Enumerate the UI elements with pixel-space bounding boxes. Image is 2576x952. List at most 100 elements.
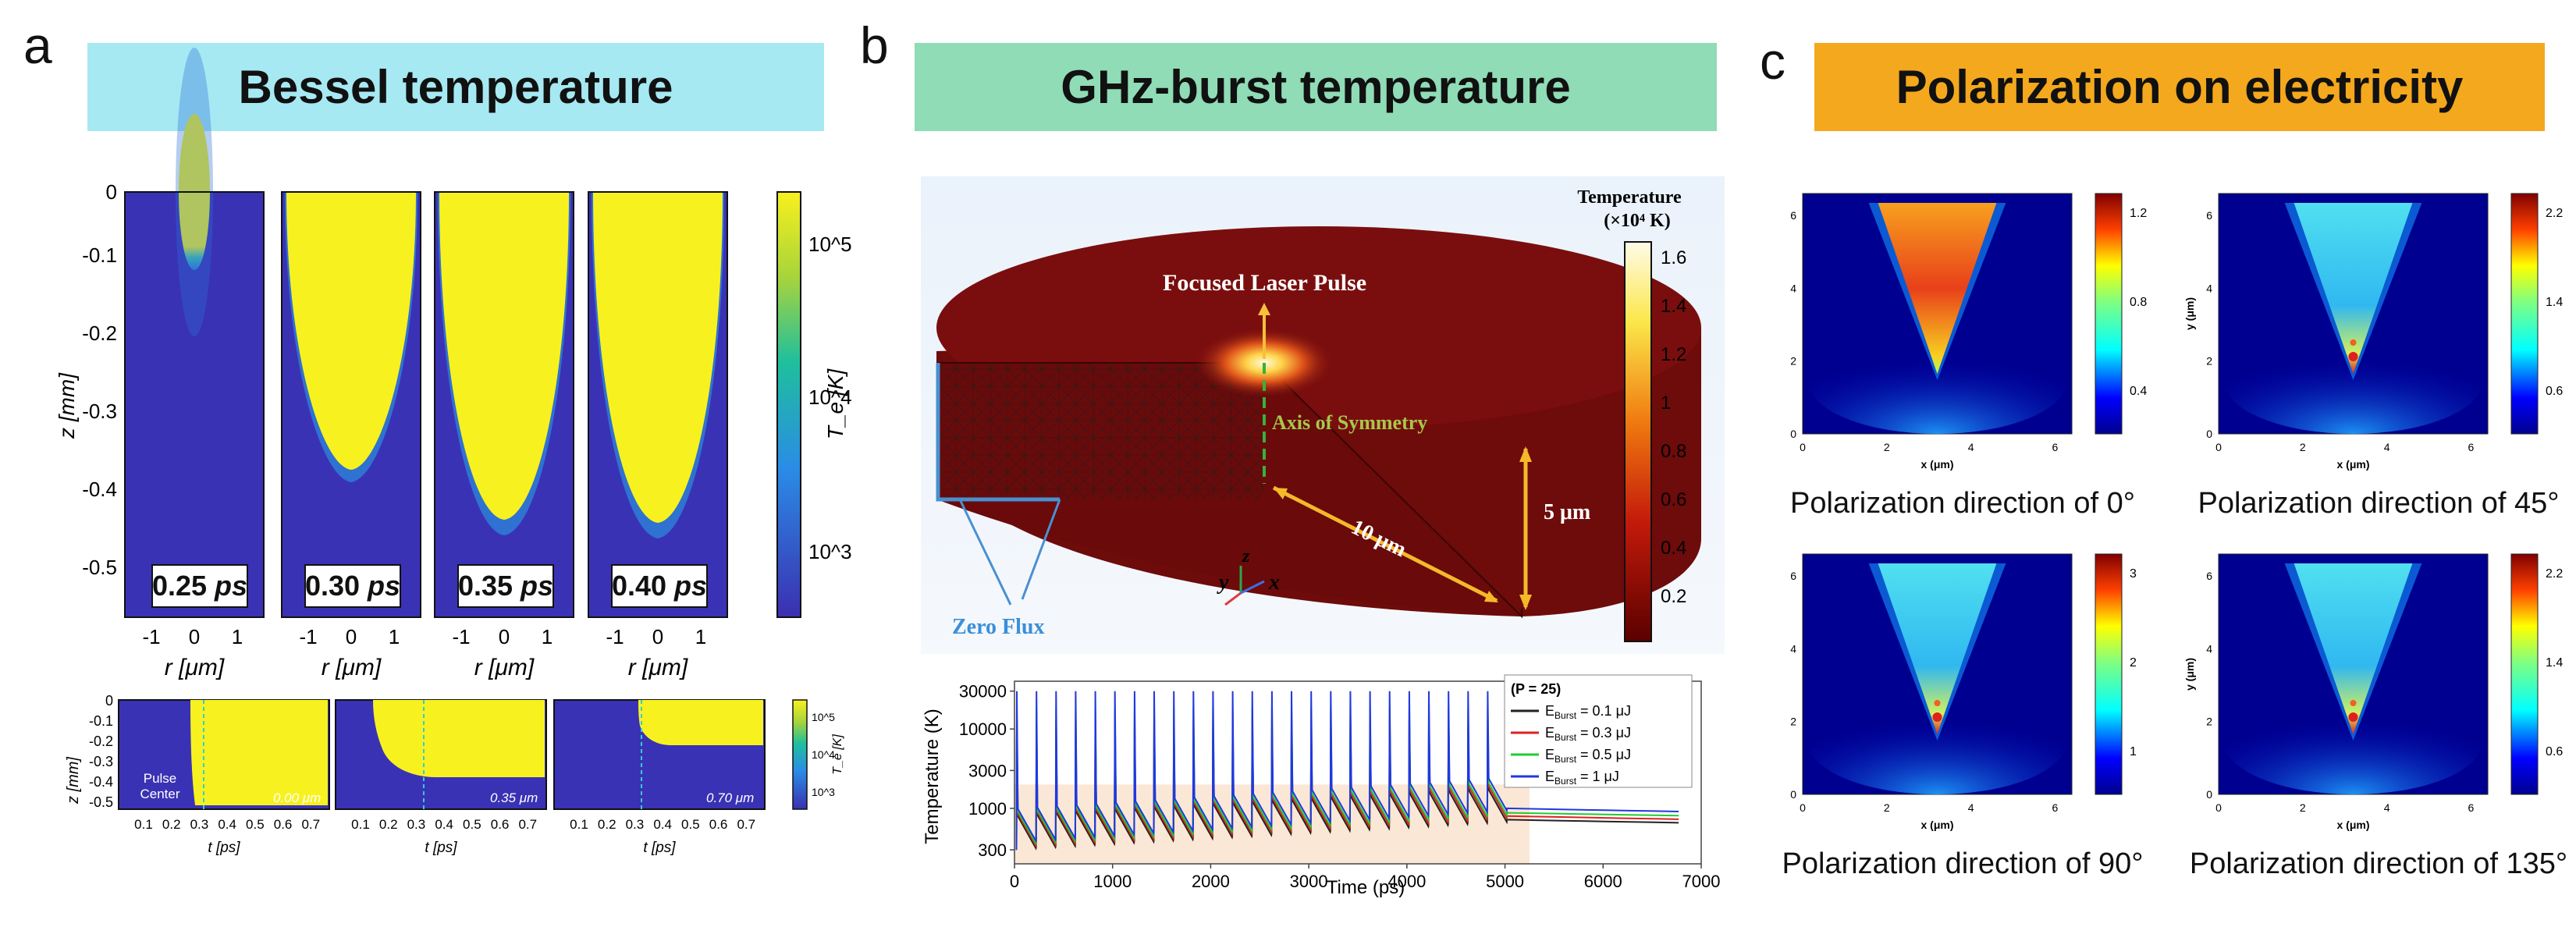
heatmap-xlabel: x (μm) [1920, 819, 1953, 831]
xtick: 0.3 [626, 817, 645, 832]
xtick: 1 [695, 625, 706, 648]
xtick: 6 [2052, 441, 2059, 453]
xtick: 1 [232, 625, 243, 648]
cbar-tick: 2.2 [2546, 567, 2563, 581]
pulse-center-annotation: Pulse [144, 771, 177, 786]
xtick: 0 [189, 625, 200, 648]
xtick: 0.2 [379, 817, 398, 832]
xlabel: t [ps] [425, 840, 457, 856]
panel-a-banner: Bessel temperature [87, 43, 824, 131]
cbar-tick: 1.2 [1661, 344, 1686, 365]
pulse-center-annotation-2: Center [140, 787, 179, 801]
cbar-tick: 10^5 [812, 711, 835, 723]
legend-box [1504, 674, 1693, 788]
burst-temperature-chart: Temperature (K) Time (ps) 300 1000 3000 100… [922, 674, 1721, 898]
ytick: 1000 [968, 799, 1007, 819]
xtick: 0.1 [134, 817, 153, 832]
cbar-tick: 0.4 [1661, 538, 1686, 559]
ytick: 2 [1790, 355, 1796, 368]
ytick: 10000 [959, 719, 1007, 739]
time-label-0.25: 0.25 ps [151, 564, 248, 608]
cbar-tick: 3 [2130, 567, 2137, 581]
heatmap-hotspot [2350, 339, 2357, 346]
heatmap-halo [2223, 328, 2483, 434]
time-label-0.35: 0.35 ps [457, 564, 554, 608]
ytick: 4 [2206, 642, 2212, 655]
heatmap-hotspot [2348, 712, 2358, 722]
panel-a-bottom-colorbar [792, 699, 808, 810]
xtick: 0 [2215, 441, 2222, 453]
cbar-tick: 10^4 [808, 385, 852, 409]
panel-b-banner: GHz-burst temperature [915, 43, 1717, 131]
ytick: -0.3 [89, 754, 113, 769]
xtick: 0.7 [301, 817, 320, 832]
label-focused-laser: Focused Laser Pulse [1163, 270, 1366, 296]
xtick: 7000 [1682, 872, 1721, 891]
xtick: 2 [1884, 441, 1890, 453]
xtick: 0.6 [491, 817, 510, 832]
cbar-tick: 0.2 [1661, 586, 1686, 607]
ytick: 0 [1790, 788, 1796, 801]
xtick: 4 [1968, 441, 1974, 453]
ytick: 2 [2206, 716, 2212, 728]
panel-a-figure: z [mm] 0 -0.1 -0.2 -0.3 -0.4 -0.5 -1 0 1… [55, 48, 852, 856]
cbar-tick: 0.4 [2130, 385, 2147, 398]
ytick: -0.1 [89, 713, 113, 729]
xtick: 0.5 [463, 817, 481, 832]
bessel-map-1 [124, 48, 265, 618]
ytick: 30000 [959, 682, 1007, 702]
caption-45deg: Polarization direction of 45° [2198, 487, 2560, 520]
cbar-tick: 2 [2130, 656, 2137, 670]
heatmap-halo [1807, 688, 2067, 794]
xlabel: t [ps] [643, 840, 676, 856]
ytick: -0.2 [89, 734, 113, 749]
caption-90deg: Polarization direction of 90° [1782, 847, 2144, 880]
cbar-tick: 1.4 [2546, 296, 2563, 309]
cbar-tick: 0.6 [1661, 489, 1686, 510]
label-axis-symmetry: Axis of Symmetry [1272, 411, 1427, 434]
panel-c-heatmaps: 0 2 4 6 0 2 4 6 x (μm) y (μm) 1.2 0.8 0.4 0 2 4 6 0 2 4 6 x (… [1790, 193, 2563, 831]
legend-title: (P = 25) [1511, 681, 1561, 697]
time-unit: ps [521, 570, 554, 602]
colorbar-title: Temperature [1577, 187, 1682, 208]
panel-a-top-ylabel: z [mm] [55, 372, 79, 439]
chart-xlabel: Time (ps) [1327, 877, 1405, 898]
heatmap-3: 0 2 4 6 0 2 4 6 x (μm) y (μm) 2.2 1.4 0.6 [2183, 553, 2563, 831]
xlabel: r [μm] [165, 655, 225, 680]
xtick: 0.1 [351, 817, 370, 832]
legend-entry: EBurst = 0.5 μJ [1545, 747, 1631, 765]
heatmap-xlabel: x (μm) [1920, 458, 1953, 471]
xtick: -1 [299, 625, 317, 648]
time-unit: ps [215, 570, 248, 602]
xtick: 0.6 [274, 817, 293, 832]
heatmap-halo [1807, 328, 2067, 434]
cbar-tick: 10^3 [812, 786, 835, 798]
xtick: 0.4 [435, 817, 453, 832]
heatmap-hotspot [1932, 712, 1942, 722]
time-unit: ps [368, 570, 401, 602]
xtick: 1 [389, 625, 400, 648]
xtick: 0.1 [570, 817, 588, 832]
ytick: -0.2 [82, 321, 117, 345]
heatmap-1: 0 2 4 6 0 2 4 6 x (μm) y (μm) 2.2 1.4 0.6 [2183, 193, 2563, 471]
xtick: 4 [1968, 801, 1974, 814]
heatmap-colorbar [2095, 553, 2123, 795]
cbar-tick: 2.2 [2546, 207, 2563, 220]
panel-b-simulation: Focused Laser Pulse Axis of Symmetry Zer… [921, 176, 1725, 654]
panel-a-bottom-colorbar-label: T_e [K] [831, 734, 844, 775]
panel-c-banner: Polarization on electricity [1814, 43, 2545, 131]
heatmap-cone [1878, 563, 1997, 734]
ytick: 0 [2206, 788, 2212, 801]
legend-entry: EBurst = 1 μJ [1545, 769, 1619, 787]
cbar-tick: 0.6 [2546, 745, 2563, 758]
xtick: 6 [2468, 801, 2475, 814]
xtick: 4 [2384, 801, 2390, 814]
ytick: 300 [978, 840, 1007, 860]
heatmap-cone [1878, 203, 1997, 374]
xtick: 0.2 [162, 817, 181, 832]
cbar-tick: 0.8 [1661, 441, 1686, 462]
xtick: 0 [346, 625, 357, 648]
xtick: 0.5 [681, 817, 700, 832]
ytick: 0 [106, 180, 117, 204]
